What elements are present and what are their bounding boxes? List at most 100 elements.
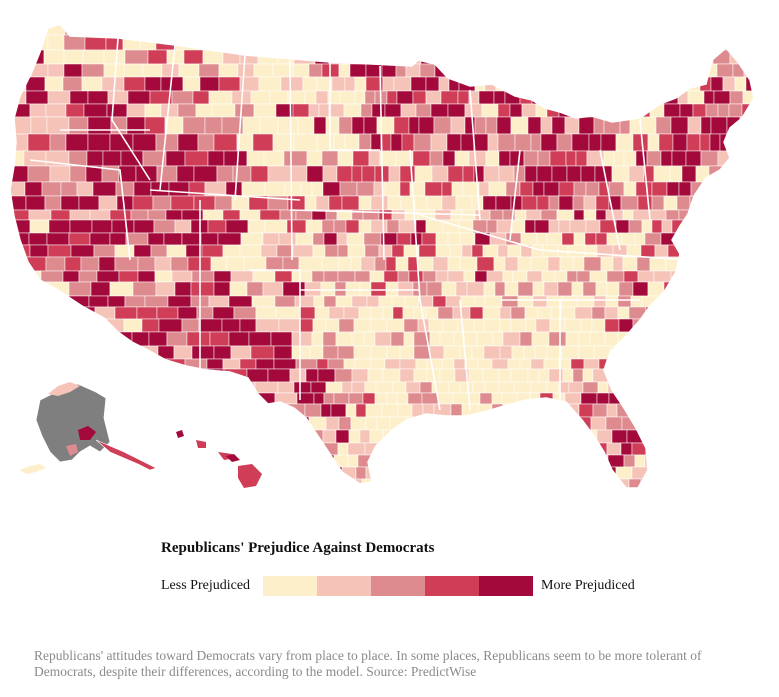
county-cell: [576, 24, 594, 36]
county-cell: [320, 34, 335, 51]
county-cell: [546, 381, 560, 394]
state-border-line: [419, 214, 541, 251]
county-cell: [603, 150, 615, 167]
county-cell: [536, 195, 550, 211]
county-cell: [690, 24, 709, 36]
state-border-line: [149, 189, 301, 201]
county-cell: [137, 270, 156, 283]
county-cell: [293, 381, 312, 394]
county-cell: [114, 306, 138, 320]
county-cell: [366, 295, 380, 308]
county-cell: [556, 209, 575, 221]
county-cell: [484, 295, 503, 308]
county-cell: [441, 281, 457, 297]
county-cell: [105, 491, 126, 500]
county-cell: [10, 345, 29, 360]
county-cell: [665, 358, 680, 370]
county-cell: [606, 270, 625, 283]
county-cell: [358, 133, 372, 152]
county-cell: [242, 116, 261, 135]
state-border-line: [459, 299, 471, 411]
county-cell: [396, 232, 412, 246]
county-cell: [375, 381, 394, 394]
county-cell: [646, 49, 661, 65]
county-cell: [418, 34, 430, 51]
county-cell: [181, 318, 200, 333]
county-cell: [304, 195, 317, 211]
county-cell: [452, 466, 464, 480]
county-cell: [201, 244, 224, 258]
county-cell: [669, 429, 688, 444]
county-cell: [752, 381, 754, 394]
county-cell: [292, 63, 310, 78]
state-border-line: [111, 37, 151, 181]
county-cell: [245, 442, 270, 456]
county-cell: [349, 63, 367, 78]
county-cell: [10, 34, 26, 51]
county-cell: [507, 244, 522, 258]
county-cell: [743, 416, 754, 431]
county-cell: [316, 358, 329, 370]
county-cell: [180, 454, 204, 468]
county-cell: [312, 318, 327, 333]
county-cell: [147, 49, 168, 65]
county-cell: [28, 209, 52, 221]
county-cell: [564, 454, 577, 468]
county-cell: [485, 24, 502, 36]
county-cell: [662, 403, 680, 418]
county-cell: [731, 442, 744, 456]
county-cell: [388, 165, 401, 183]
county-cell: [10, 256, 25, 272]
county-cell: [337, 270, 356, 283]
county-cell: [672, 306, 690, 320]
county-cell: [196, 392, 220, 405]
county-cell: [534, 478, 546, 488]
county-cell: [623, 181, 637, 197]
county-cell: [123, 63, 144, 78]
county-cell: [71, 318, 90, 333]
county-cell: [615, 219, 630, 234]
county-cell: [724, 368, 741, 383]
county-cell: [657, 381, 670, 394]
county-cell: [170, 195, 195, 211]
county-cell: [370, 306, 384, 320]
county-cell: [531, 244, 544, 258]
county-cell: [381, 63, 397, 78]
county-cell: [384, 358, 401, 370]
county-cell: [649, 256, 667, 272]
county-cell: [548, 195, 560, 211]
county-cell: [51, 306, 73, 320]
county-cell: [734, 76, 747, 92]
county-cell: [435, 270, 449, 283]
county-cell: [322, 165, 338, 183]
county-cell: [199, 76, 220, 92]
county-cell: [437, 429, 456, 444]
county-cell: [435, 244, 451, 258]
county-cell: [418, 244, 437, 258]
county-cell: [600, 133, 617, 152]
county-cell: [517, 256, 532, 272]
county-cell: [583, 209, 597, 221]
county-cell: [27, 318, 52, 333]
state-border-line: [29, 159, 131, 261]
county-cell: [497, 478, 514, 488]
county-cell: [746, 306, 754, 320]
county-cell: [413, 133, 432, 152]
county-cell: [646, 491, 657, 500]
county-cell: [136, 306, 158, 320]
county-cell: [209, 331, 230, 347]
county-cell: [545, 90, 564, 105]
county-cell: [344, 76, 356, 92]
county-cell: [250, 165, 269, 183]
county-cell: [566, 165, 582, 183]
county-cell: [425, 76, 440, 92]
county-cell: [80, 256, 100, 272]
county-cell: [540, 116, 553, 135]
county-cell: [740, 429, 753, 444]
county-cell: [591, 491, 602, 500]
county-cell: [324, 244, 339, 258]
county-cell: [512, 270, 528, 283]
county-cell: [309, 345, 324, 360]
county-cell: [452, 49, 471, 65]
county-cell: [415, 219, 427, 234]
